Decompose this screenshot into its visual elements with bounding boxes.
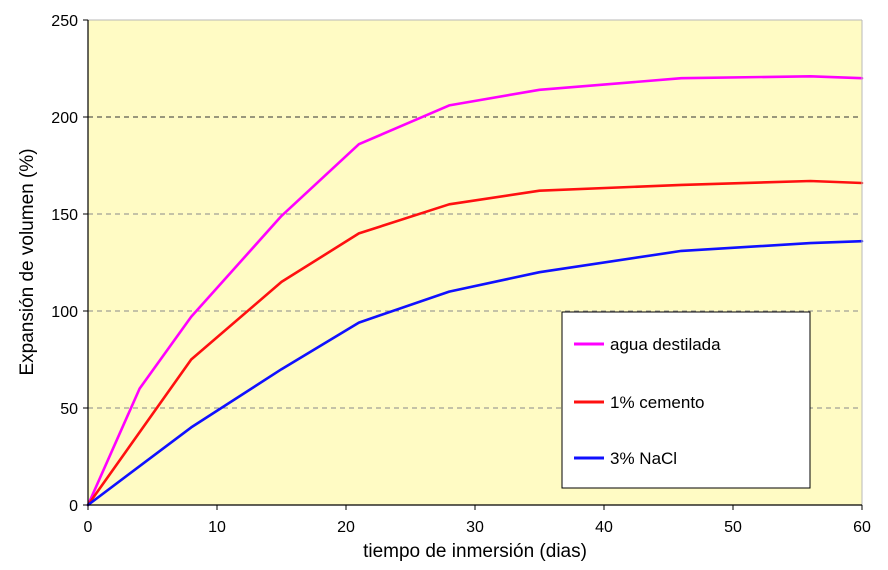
x-axis-title: tiempo de inmersión (dias): [363, 541, 587, 562]
y-tick-label: 150: [51, 207, 78, 224]
legend: agua destilada 1% cemento 3% NaCl: [561, 311, 811, 489]
axis-ticks: 0 50 100 150 200 250 0 10 20 30 40 50 60: [51, 13, 871, 536]
y-tick-label: 200: [51, 110, 78, 127]
x-tick-label: 0: [84, 519, 93, 536]
x-tick-label: 60: [853, 519, 871, 536]
y-axis-title: Expansión de volumen (%): [17, 148, 38, 375]
x-tick-label: 30: [466, 519, 484, 536]
y-tick-label: 0: [69, 498, 78, 515]
y-tick-label: 100: [51, 304, 78, 321]
y-tick-label: 50: [60, 401, 78, 418]
x-tick-label: 10: [208, 519, 226, 536]
x-tick-label: 20: [337, 519, 355, 536]
legend-label-2: 3% NaCl: [610, 449, 677, 468]
x-tick-label: 40: [595, 519, 613, 536]
legend-label-0: agua destilada: [610, 335, 721, 354]
x-tick-label: 50: [724, 519, 742, 536]
legend-label-1: 1% cemento: [610, 393, 705, 412]
y-tick-label: 250: [51, 13, 78, 30]
series-layer: [86, 75, 864, 507]
series-line-1: [86, 179, 864, 507]
series-line-2: [86, 239, 864, 507]
gridlines: [88, 116, 862, 409]
series-line-0: [86, 75, 864, 507]
